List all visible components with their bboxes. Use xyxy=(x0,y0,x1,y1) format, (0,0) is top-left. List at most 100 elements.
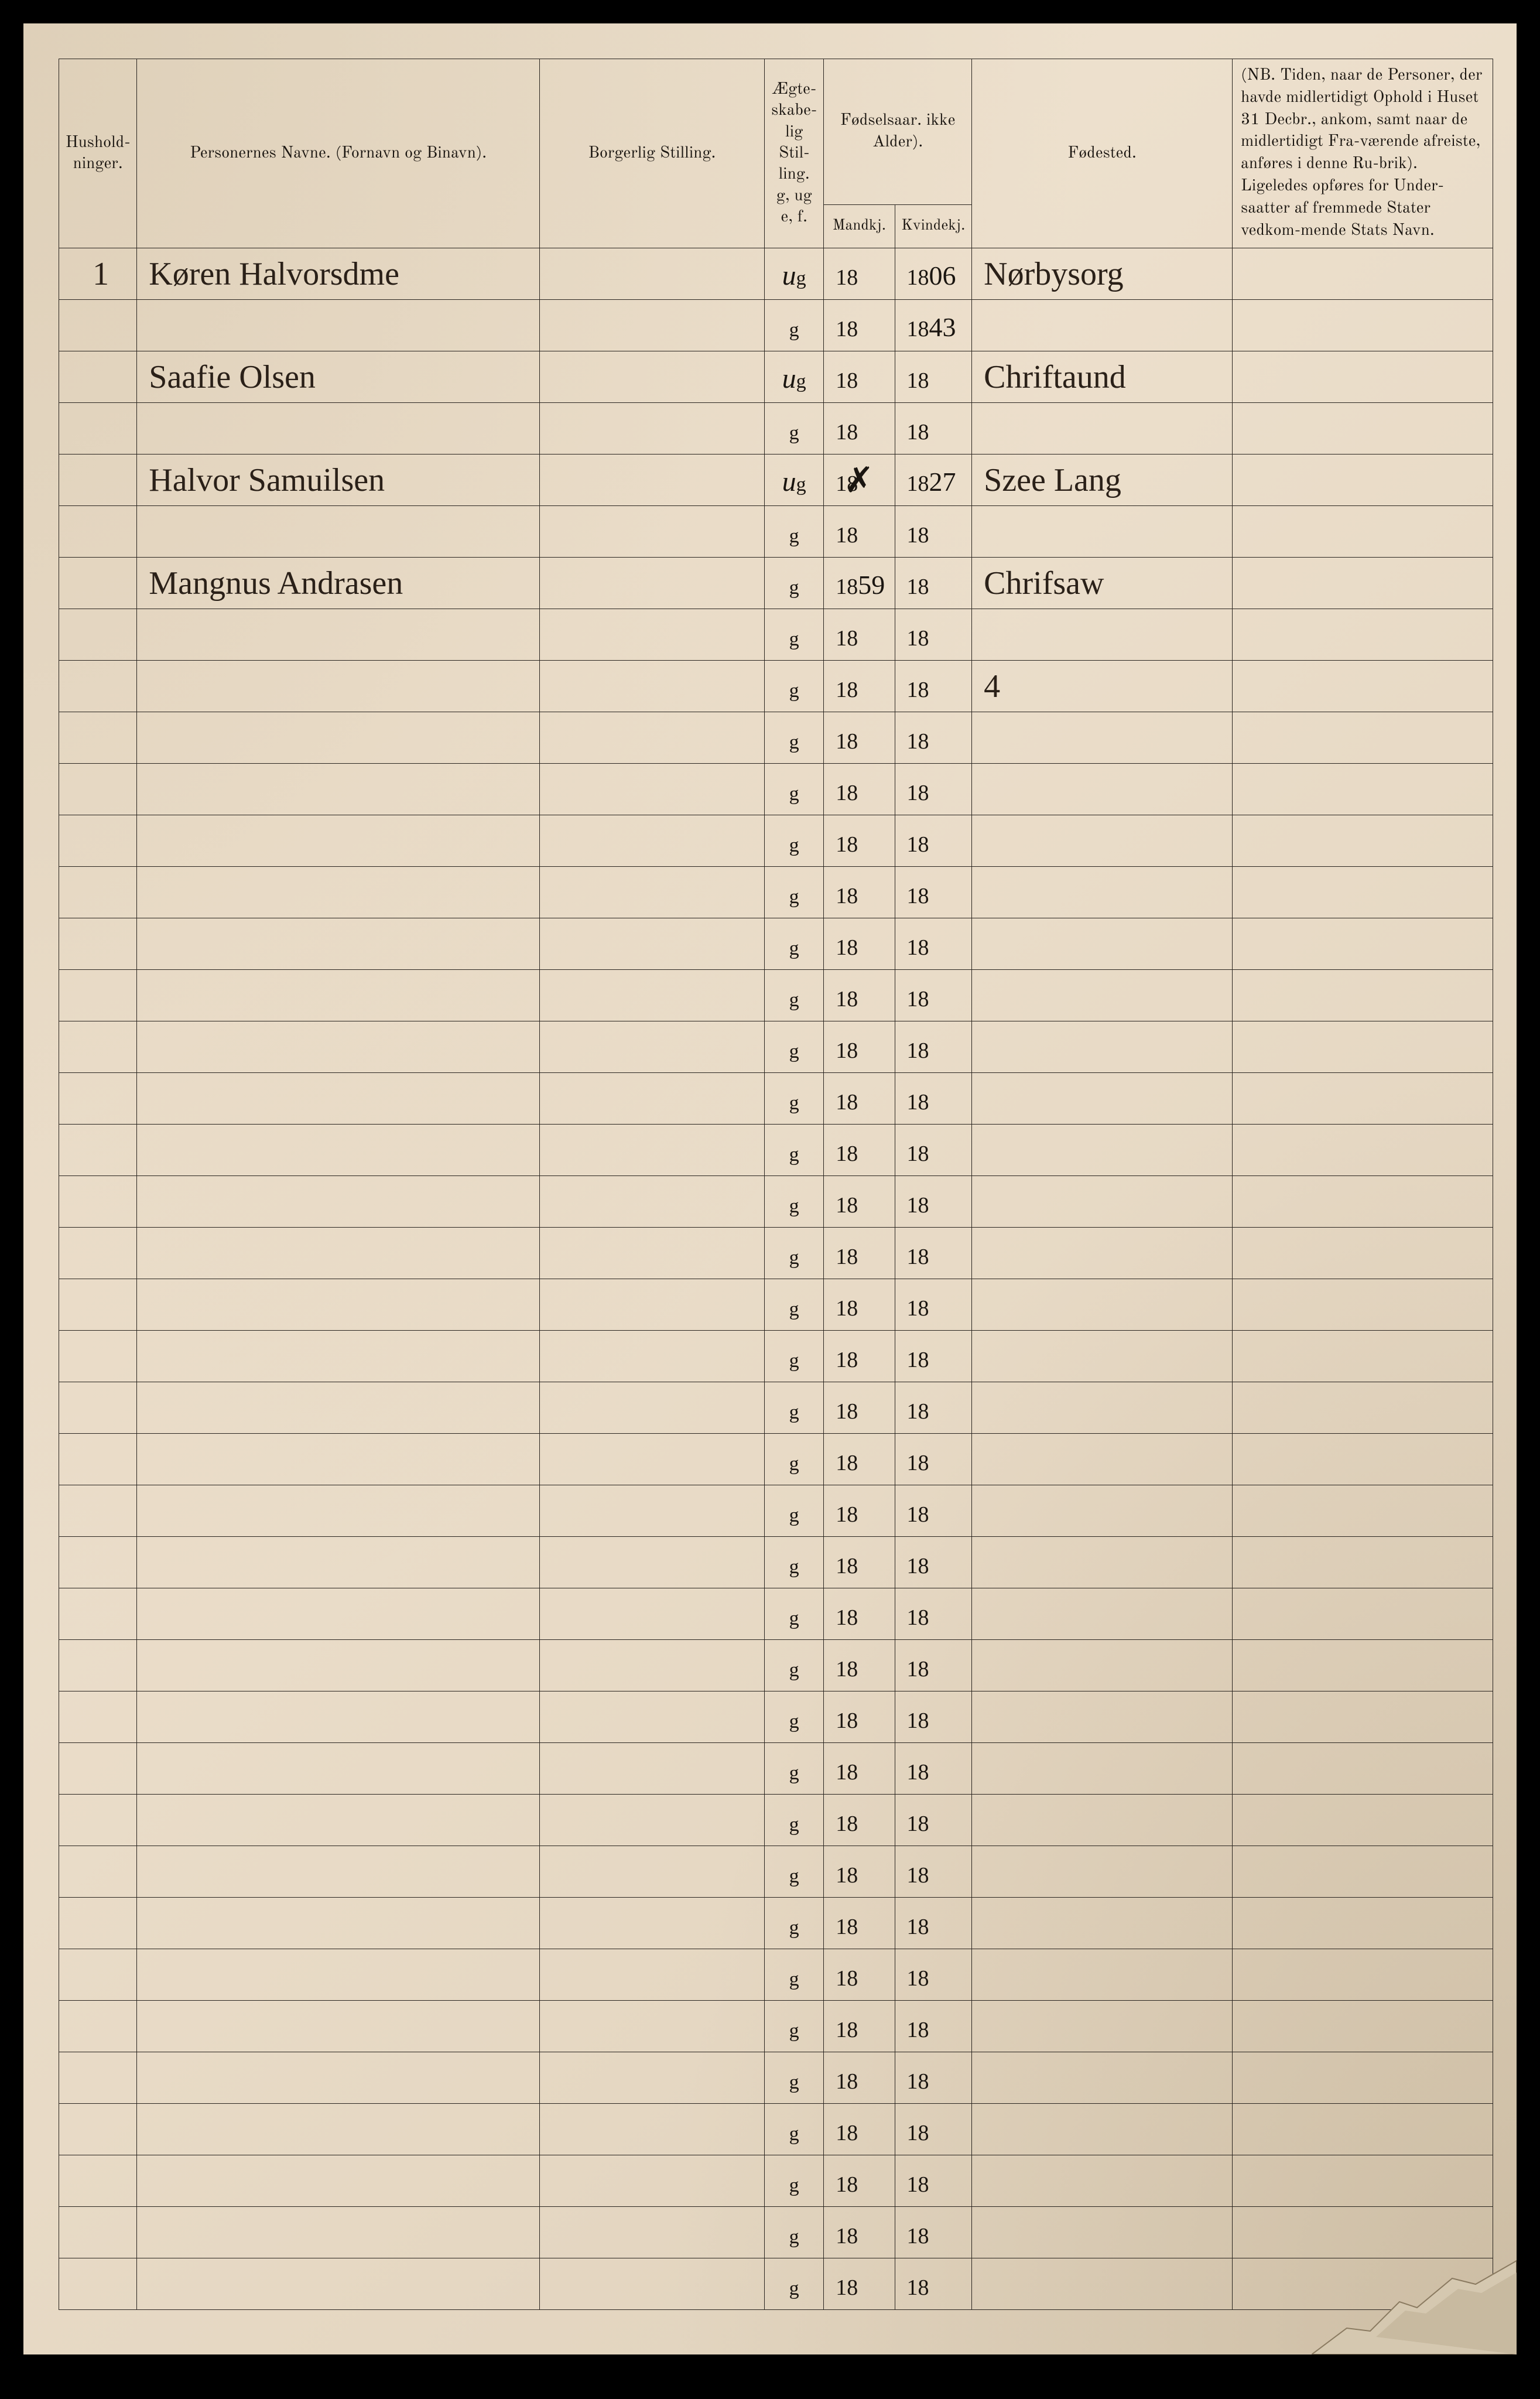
cell-kvindekj: 18 xyxy=(895,1279,972,1331)
cell-stilling xyxy=(539,1485,764,1537)
cell-kvindekj: 18 xyxy=(895,661,972,712)
table-row: g1818 xyxy=(59,609,1493,661)
cell-hushold xyxy=(59,1331,137,1382)
cell-navn xyxy=(137,1176,540,1228)
cell-mandkj: 18 xyxy=(824,1846,895,1898)
cell-aegte: g xyxy=(765,1434,824,1485)
cell-fodested xyxy=(972,609,1233,661)
cell-hushold xyxy=(59,2001,137,2052)
cell-mandkj: 18 xyxy=(824,2052,895,2104)
cell-hushold xyxy=(59,1382,137,1434)
cell-kvindekj: 1843 xyxy=(895,300,972,351)
cell-stilling xyxy=(539,1898,764,1949)
cell-fodested xyxy=(972,1537,1233,1588)
cell-navn xyxy=(137,867,540,918)
cell-nb xyxy=(1233,2104,1493,2155)
cell-nb xyxy=(1233,351,1493,403)
cell-hushold xyxy=(59,1743,137,1795)
cell-hushold xyxy=(59,1846,137,1898)
cell-stilling xyxy=(539,2104,764,2155)
cell-nb xyxy=(1233,867,1493,918)
table-row: g1818 xyxy=(59,1176,1493,1228)
cell-stilling xyxy=(539,1588,764,1640)
cell-fodested xyxy=(972,2155,1233,2207)
cell-hushold xyxy=(59,1176,137,1228)
cell-stilling xyxy=(539,1228,764,1279)
cell-aegte: ug xyxy=(765,351,824,403)
cell-kvindekj: 18 xyxy=(895,351,972,403)
cell-hushold xyxy=(59,609,137,661)
cell-nb xyxy=(1233,815,1493,867)
cell-hushold xyxy=(59,300,137,351)
census-page: Hushold- ninger. Personernes Navne. (For… xyxy=(23,23,1517,2354)
cell-fodested xyxy=(972,1795,1233,1846)
table-row: g1818 xyxy=(59,1898,1493,1949)
header-stilling: Borgerlig Stilling. xyxy=(539,59,764,248)
cell-navn xyxy=(137,1846,540,1898)
table-row: g1818 xyxy=(59,1795,1493,1846)
cell-fodested xyxy=(972,1382,1233,1434)
table-row: g1818 xyxy=(59,1949,1493,2001)
cell-nb xyxy=(1233,1176,1493,1228)
cell-kvindekj: 18 xyxy=(895,2104,972,2155)
cell-nb xyxy=(1233,1691,1493,1743)
cell-kvindekj: 18 xyxy=(895,1795,972,1846)
cell-navn xyxy=(137,403,540,454)
cell-navn xyxy=(137,1331,540,1382)
cell-kvindekj: 18 xyxy=(895,1228,972,1279)
cell-navn xyxy=(137,2104,540,2155)
cell-aegte: g xyxy=(765,970,824,1021)
cell-stilling xyxy=(539,918,764,970)
cell-fodested xyxy=(972,764,1233,815)
cell-mandkj: 18 xyxy=(824,1279,895,1331)
cell-navn xyxy=(137,1485,540,1537)
cell-nb xyxy=(1233,1949,1493,2001)
cell-navn xyxy=(137,2155,540,2207)
cell-hushold xyxy=(59,815,137,867)
table-row: g1818 xyxy=(59,506,1493,558)
cell-fodested xyxy=(972,2258,1233,2310)
cell-kvindekj: 18 xyxy=(895,2258,972,2310)
cell-kvindekj: 18 xyxy=(895,1949,972,2001)
cell-kvindekj: 18 xyxy=(895,1898,972,1949)
cell-navn xyxy=(137,712,540,764)
cell-kvindekj: 18 xyxy=(895,815,972,867)
cell-navn xyxy=(137,1898,540,1949)
table-row: g1818 xyxy=(59,2207,1493,2258)
cell-aegte: g xyxy=(765,1795,824,1846)
cell-fodested xyxy=(972,712,1233,764)
cell-hushold xyxy=(59,1021,137,1073)
cell-nb xyxy=(1233,764,1493,815)
cell-kvindekj: 18 xyxy=(895,1485,972,1537)
cell-navn xyxy=(137,1279,540,1331)
cell-mandkj: 18 xyxy=(824,2258,895,2310)
cell-fodested xyxy=(972,2207,1233,2258)
cell-navn: Saafie Olsen xyxy=(137,351,540,403)
cell-aegte: g xyxy=(765,1125,824,1176)
cell-mandkj: 18 xyxy=(824,918,895,970)
torn-corner xyxy=(1312,2226,1517,2354)
header-fodselsaar: Fødselsaar. ikke Alder). xyxy=(824,59,972,205)
cell-stilling xyxy=(539,558,764,609)
cell-nb xyxy=(1233,918,1493,970)
cell-kvindekj: 1806 xyxy=(895,248,972,300)
cell-hushold xyxy=(59,454,137,506)
cell-aegte: g xyxy=(765,1073,824,1125)
cell-mandkj: 18 xyxy=(824,609,895,661)
cell-mandkj: 18 xyxy=(824,1382,895,1434)
cell-kvindekj: 18 xyxy=(895,1846,972,1898)
cell-fodested: Szee Lang xyxy=(972,454,1233,506)
cell-stilling xyxy=(539,351,764,403)
cell-mandkj: 18 xyxy=(824,2104,895,2155)
cell-navn xyxy=(137,764,540,815)
cell-stilling xyxy=(539,1125,764,1176)
cell-fodested xyxy=(972,1640,1233,1691)
cell-mandkj: 18 xyxy=(824,1743,895,1795)
cell-kvindekj: 18 xyxy=(895,1640,972,1691)
table-row: g1818 xyxy=(59,1640,1493,1691)
cell-kvindekj: 18 xyxy=(895,1176,972,1228)
cell-kvindekj: 18 xyxy=(895,970,972,1021)
cell-hushold: 1 xyxy=(59,248,137,300)
cell-mandkj: 18 xyxy=(824,1021,895,1073)
cell-nb xyxy=(1233,1382,1493,1434)
